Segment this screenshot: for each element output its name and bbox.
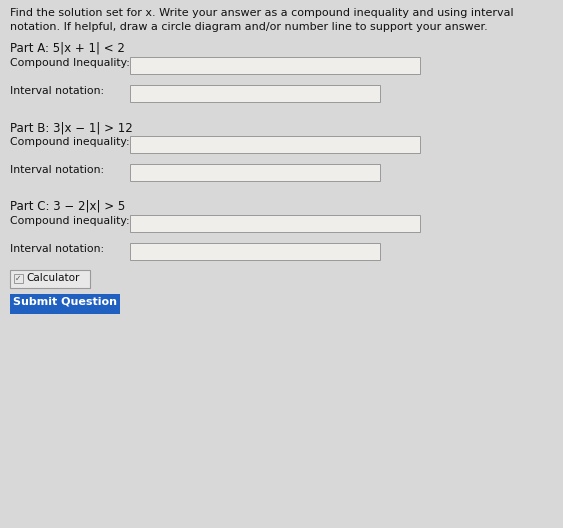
FancyBboxPatch shape (130, 85, 380, 102)
FancyBboxPatch shape (130, 136, 420, 153)
FancyBboxPatch shape (130, 215, 420, 232)
Text: Part C: 3 − 2|x| > 5: Part C: 3 − 2|x| > 5 (10, 200, 125, 213)
FancyBboxPatch shape (130, 164, 380, 181)
Text: Calculator: Calculator (26, 273, 79, 283)
Text: Find the solution set for x. Write your answer as a compound inequality and usin: Find the solution set for x. Write your … (10, 8, 513, 18)
FancyBboxPatch shape (130, 57, 420, 74)
Text: Submit Question: Submit Question (13, 296, 117, 306)
Text: Part B: 3|x − 1| > 12: Part B: 3|x − 1| > 12 (10, 121, 133, 134)
FancyBboxPatch shape (10, 294, 120, 314)
Text: ✓: ✓ (15, 274, 21, 283)
Text: notation. If helpful, draw a circle diagram and/or number line to support your a: notation. If helpful, draw a circle diag… (10, 22, 488, 32)
FancyBboxPatch shape (130, 243, 380, 260)
Text: Part A: 5|x + 1| < 2: Part A: 5|x + 1| < 2 (10, 42, 125, 55)
Text: Compound inequality:: Compound inequality: (10, 216, 129, 226)
Text: Interval notation:: Interval notation: (10, 165, 104, 175)
Text: Compound inequality:: Compound inequality: (10, 137, 129, 147)
Text: Compound Inequality:: Compound Inequality: (10, 58, 130, 68)
FancyBboxPatch shape (10, 270, 90, 288)
Text: Interval notation:: Interval notation: (10, 86, 104, 96)
Text: Interval notation:: Interval notation: (10, 244, 104, 254)
FancyBboxPatch shape (14, 274, 23, 283)
